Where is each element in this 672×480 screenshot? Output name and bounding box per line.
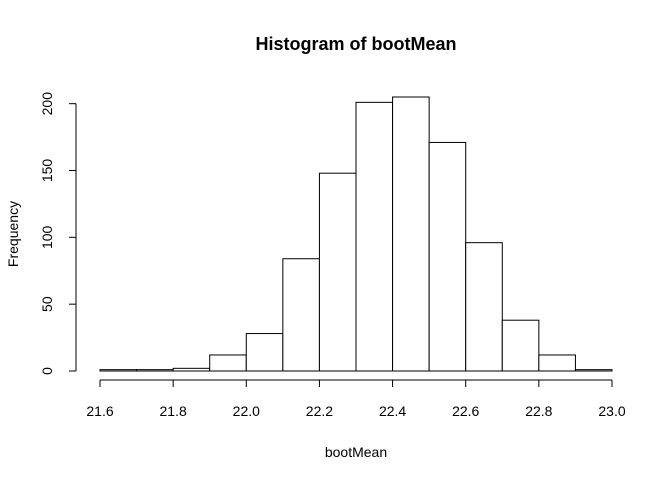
x-tick-label-7: 23.0: [598, 403, 625, 419]
histogram-bar-7: [355, 101, 394, 372]
histogram-bar-5: [282, 258, 320, 372]
x-tick-label-2: 22.0: [233, 403, 260, 419]
x-tick-label-0: 21.6: [86, 403, 113, 419]
histogram-bar-9: [428, 141, 467, 372]
histogram-bar-2: [172, 367, 211, 372]
histogram-bar-13: [574, 369, 613, 372]
histogram-bar-12: [538, 354, 576, 372]
x-axis: 21.6 21.8 22.0 22.2 22.4 22.6 22.8 23.0: [86, 379, 626, 419]
x-tick-label-4: 22.4: [379, 403, 406, 419]
x-tick-label-5: 22.6: [452, 403, 479, 419]
histogram-bar-4: [245, 333, 284, 372]
x-tick-label-1: 21.8: [160, 403, 187, 419]
histogram-bar-10: [465, 242, 503, 372]
y-tick-label-3: 150: [39, 159, 55, 183]
histogram-bar-0: [99, 369, 138, 372]
x-tick-label-3: 22.2: [306, 403, 333, 419]
y-axis: 0 50 100 150 200: [39, 92, 77, 375]
histogram-bar-8: [392, 96, 430, 372]
histogram-bar-6: [318, 172, 357, 372]
histogram-bars: [99, 96, 613, 372]
histogram-bar-1: [136, 369, 174, 372]
y-axis-label: Frequency: [5, 201, 21, 267]
y-tick-label-2: 100: [39, 225, 55, 249]
x-axis-label: bootMean: [325, 444, 387, 460]
histogram-bar-11: [501, 319, 540, 372]
y-tick-label-1: 50: [39, 296, 55, 312]
chart-title: Histogram of bootMean: [256, 34, 457, 54]
y-tick-label-4: 200: [39, 92, 55, 116]
x-tick-label-6: 22.8: [525, 403, 552, 419]
histogram-bar-3: [209, 354, 247, 372]
y-tick-label-0: 0: [39, 367, 55, 375]
